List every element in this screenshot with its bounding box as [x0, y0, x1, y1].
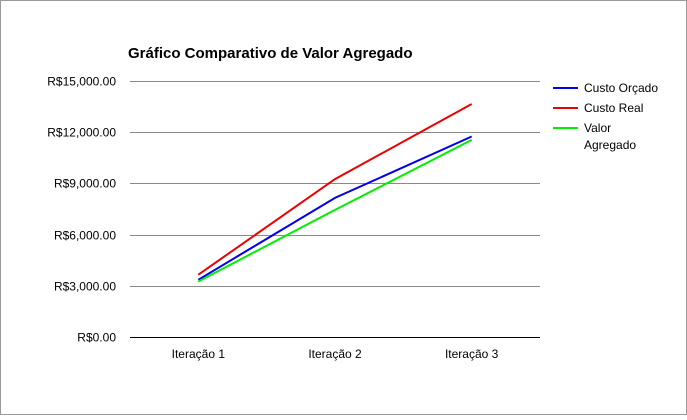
y-tick-label: R$6,000.00 [54, 229, 116, 243]
chart-title: Gráfico Comparativo de Valor Agregado [128, 45, 413, 62]
grid-lines [130, 81, 540, 338]
y-tick-label: R$3,000.00 [54, 280, 116, 294]
legend: Custo Orçado Custo Real Valor Agregado [553, 81, 658, 152]
x-tick-label: Iteração 1 [172, 347, 226, 361]
x-tick-label: Iteração 2 [308, 347, 362, 361]
legend-label: Custo Real [584, 101, 643, 115]
legend-label: Custo Orçado [584, 81, 658, 95]
y-tick-label: R$12,000.00 [47, 126, 116, 140]
y-tick-label: R$9,000.00 [54, 177, 116, 191]
y-tick-label: R$15,000.00 [47, 75, 116, 89]
y-axis-tick-labels: R$0.00 R$3,000.00 R$6,000.00 R$9,000.00 R$12… [47, 75, 116, 345]
series-lines [197, 103, 473, 283]
legend-label: Valor Agregado [584, 121, 636, 152]
x-tick-label: Iteração 3 [445, 347, 499, 361]
x-axis-tick-labels: Iteração 1 Iteração 2 Iteração 3 [172, 347, 499, 361]
y-tick-label: R$0.00 [77, 331, 116, 345]
